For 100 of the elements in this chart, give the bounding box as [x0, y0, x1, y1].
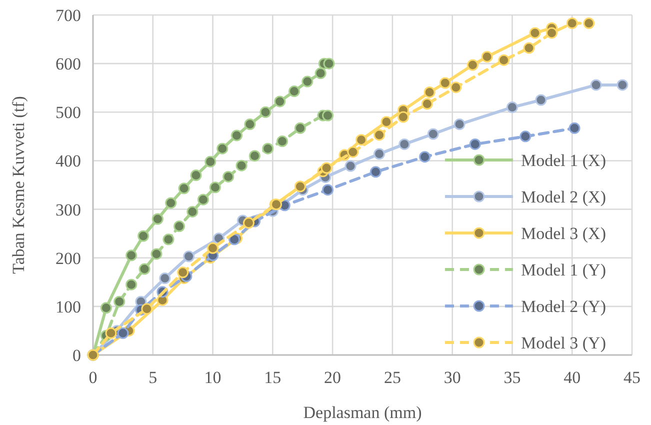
point	[165, 197, 177, 209]
x-tick-label: 25	[384, 368, 401, 387]
point	[117, 327, 129, 339]
x-tick-label: 30	[444, 368, 461, 387]
x-tick-label: 40	[564, 368, 581, 387]
x-tick-label: 45	[624, 368, 640, 387]
legend-label: Model 2 (X)	[521, 188, 606, 206]
point	[207, 242, 219, 254]
y-tick-label: 300	[56, 200, 81, 220]
x-axis-title: Deplasman (mm)	[303, 403, 422, 422]
y-tick-label: 700	[56, 6, 81, 25]
point	[177, 266, 189, 278]
point	[427, 128, 439, 140]
x-tick-label: 5	[148, 368, 158, 387]
point	[397, 111, 409, 123]
y-tick-label: 600	[56, 54, 81, 74]
point	[583, 18, 595, 30]
point	[374, 129, 386, 141]
legend-label: Model 1 (X)	[521, 151, 606, 170]
x-tick-label: 0	[88, 368, 98, 387]
point	[535, 94, 547, 106]
point	[322, 110, 334, 122]
point	[126, 278, 138, 290]
point	[469, 138, 481, 150]
point	[466, 59, 478, 71]
point	[616, 79, 628, 91]
point	[162, 234, 174, 246]
legend-label: Model 3 (Y)	[521, 334, 606, 352]
point	[481, 51, 493, 63]
point	[314, 68, 326, 80]
point	[260, 106, 272, 118]
point	[186, 206, 198, 218]
point	[450, 82, 462, 94]
point	[105, 327, 117, 339]
point	[506, 102, 518, 114]
point	[344, 160, 356, 172]
point	[138, 230, 150, 242]
point	[398, 138, 410, 150]
x-tick-label: 20	[324, 368, 342, 387]
point	[242, 217, 254, 229]
point	[204, 156, 216, 168]
point	[356, 134, 368, 146]
point	[590, 79, 602, 91]
point	[421, 98, 433, 110]
point	[320, 162, 332, 174]
point	[322, 184, 334, 196]
point	[150, 248, 162, 260]
point	[498, 54, 510, 66]
y-tick-label: 100	[56, 297, 81, 316]
point	[323, 58, 335, 70]
y-tick-label: 0	[72, 346, 81, 365]
legend-label: Model 1 (Y)	[521, 260, 606, 280]
point	[183, 250, 195, 262]
y-tick-label: 500	[56, 103, 81, 122]
point	[520, 130, 532, 142]
point	[262, 142, 274, 154]
point	[152, 213, 164, 225]
legend-label: Model 3 (X)	[521, 224, 606, 243]
point	[222, 170, 234, 182]
point	[190, 170, 202, 182]
point	[100, 302, 112, 314]
point	[209, 182, 221, 194]
x-tick-label: 35	[504, 368, 521, 387]
x-tick-label: 10	[204, 368, 222, 387]
point	[347, 146, 359, 158]
point	[216, 142, 228, 154]
point	[138, 263, 150, 275]
point	[141, 303, 153, 315]
point	[419, 151, 431, 163]
y-tick-label: 400	[56, 152, 81, 171]
point	[424, 86, 436, 98]
point	[374, 148, 386, 160]
point	[197, 194, 209, 206]
point	[276, 136, 288, 148]
point	[454, 118, 466, 130]
point	[114, 296, 126, 308]
y-tick-label: 200	[56, 248, 81, 268]
point	[546, 27, 558, 39]
point	[568, 122, 580, 134]
point	[439, 77, 451, 89]
point	[173, 220, 185, 232]
y-axis-title: Taban Kesme Kuvveti (tf)	[9, 96, 28, 274]
legend-label: Model 2 (Y)	[521, 297, 606, 316]
point	[159, 272, 171, 284]
point	[529, 27, 541, 39]
point	[178, 182, 190, 194]
point	[523, 42, 535, 54]
point	[244, 118, 256, 130]
point	[230, 130, 242, 142]
point	[274, 96, 286, 108]
point	[248, 150, 260, 162]
point	[288, 86, 300, 98]
x-tick-label: 15	[264, 368, 282, 387]
point	[302, 76, 314, 88]
point	[236, 160, 248, 172]
point	[370, 166, 382, 178]
point	[294, 122, 306, 134]
point	[566, 18, 578, 30]
point	[126, 250, 138, 262]
point	[380, 116, 392, 128]
